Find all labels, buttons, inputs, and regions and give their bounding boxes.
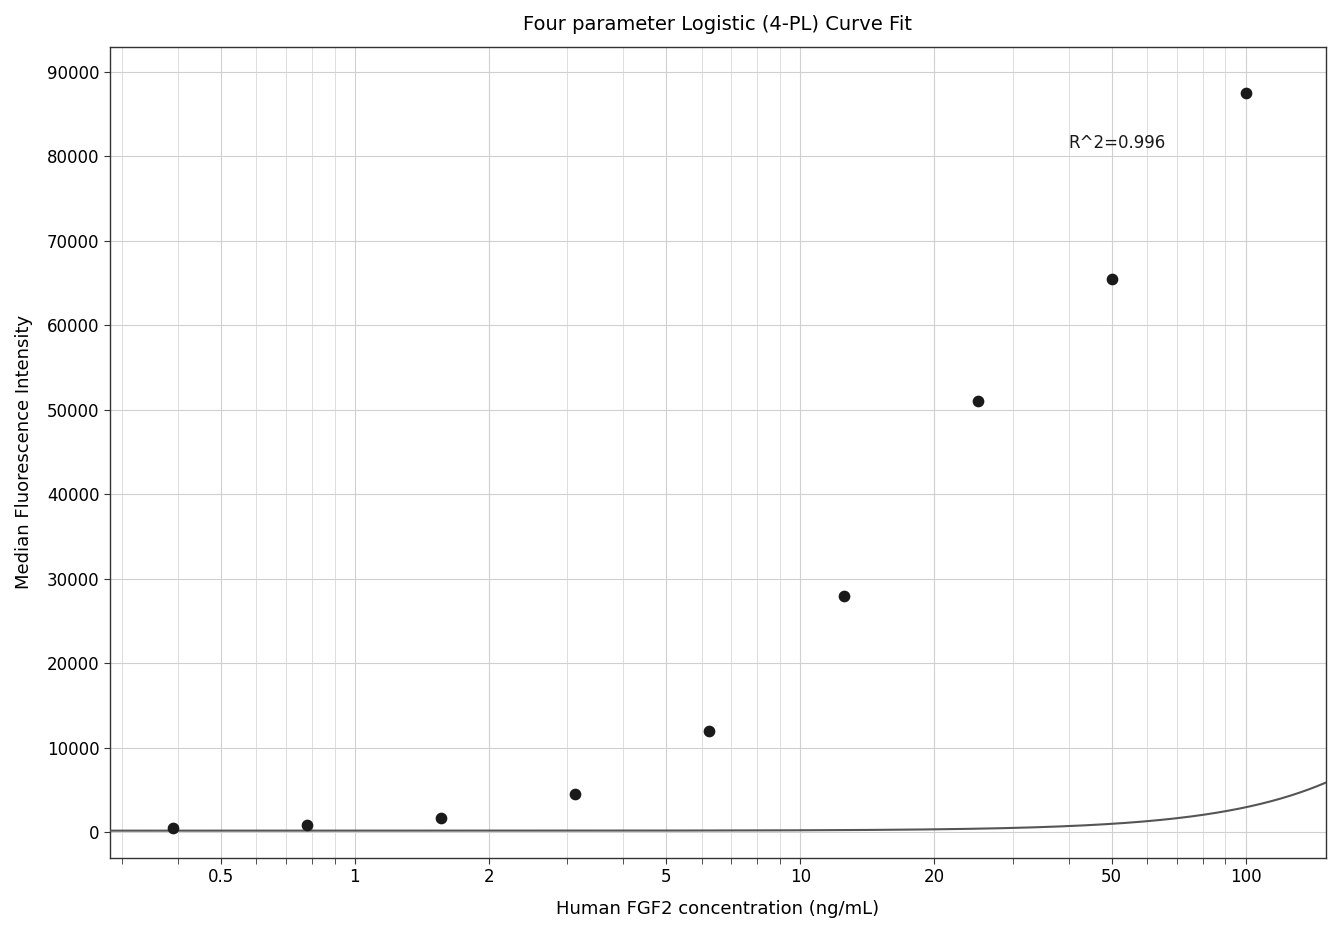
Point [565, 787, 586, 801]
Point [833, 589, 854, 604]
Point [162, 821, 184, 836]
Y-axis label: Median Fluorescence Intensity: Median Fluorescence Intensity [15, 315, 34, 590]
Point [1235, 86, 1257, 101]
Point [967, 394, 988, 409]
Point [1101, 272, 1122, 286]
Text: R^2=0.996: R^2=0.996 [1069, 134, 1165, 152]
Point [296, 817, 318, 832]
X-axis label: Human FGF2 concentration (ng/mL): Human FGF2 concentration (ng/mL) [557, 900, 880, 918]
Point [430, 811, 452, 826]
Title: Four parameter Logistic (4-PL) Curve Fit: Four parameter Logistic (4-PL) Curve Fit [523, 15, 912, 34]
Point [699, 723, 720, 738]
